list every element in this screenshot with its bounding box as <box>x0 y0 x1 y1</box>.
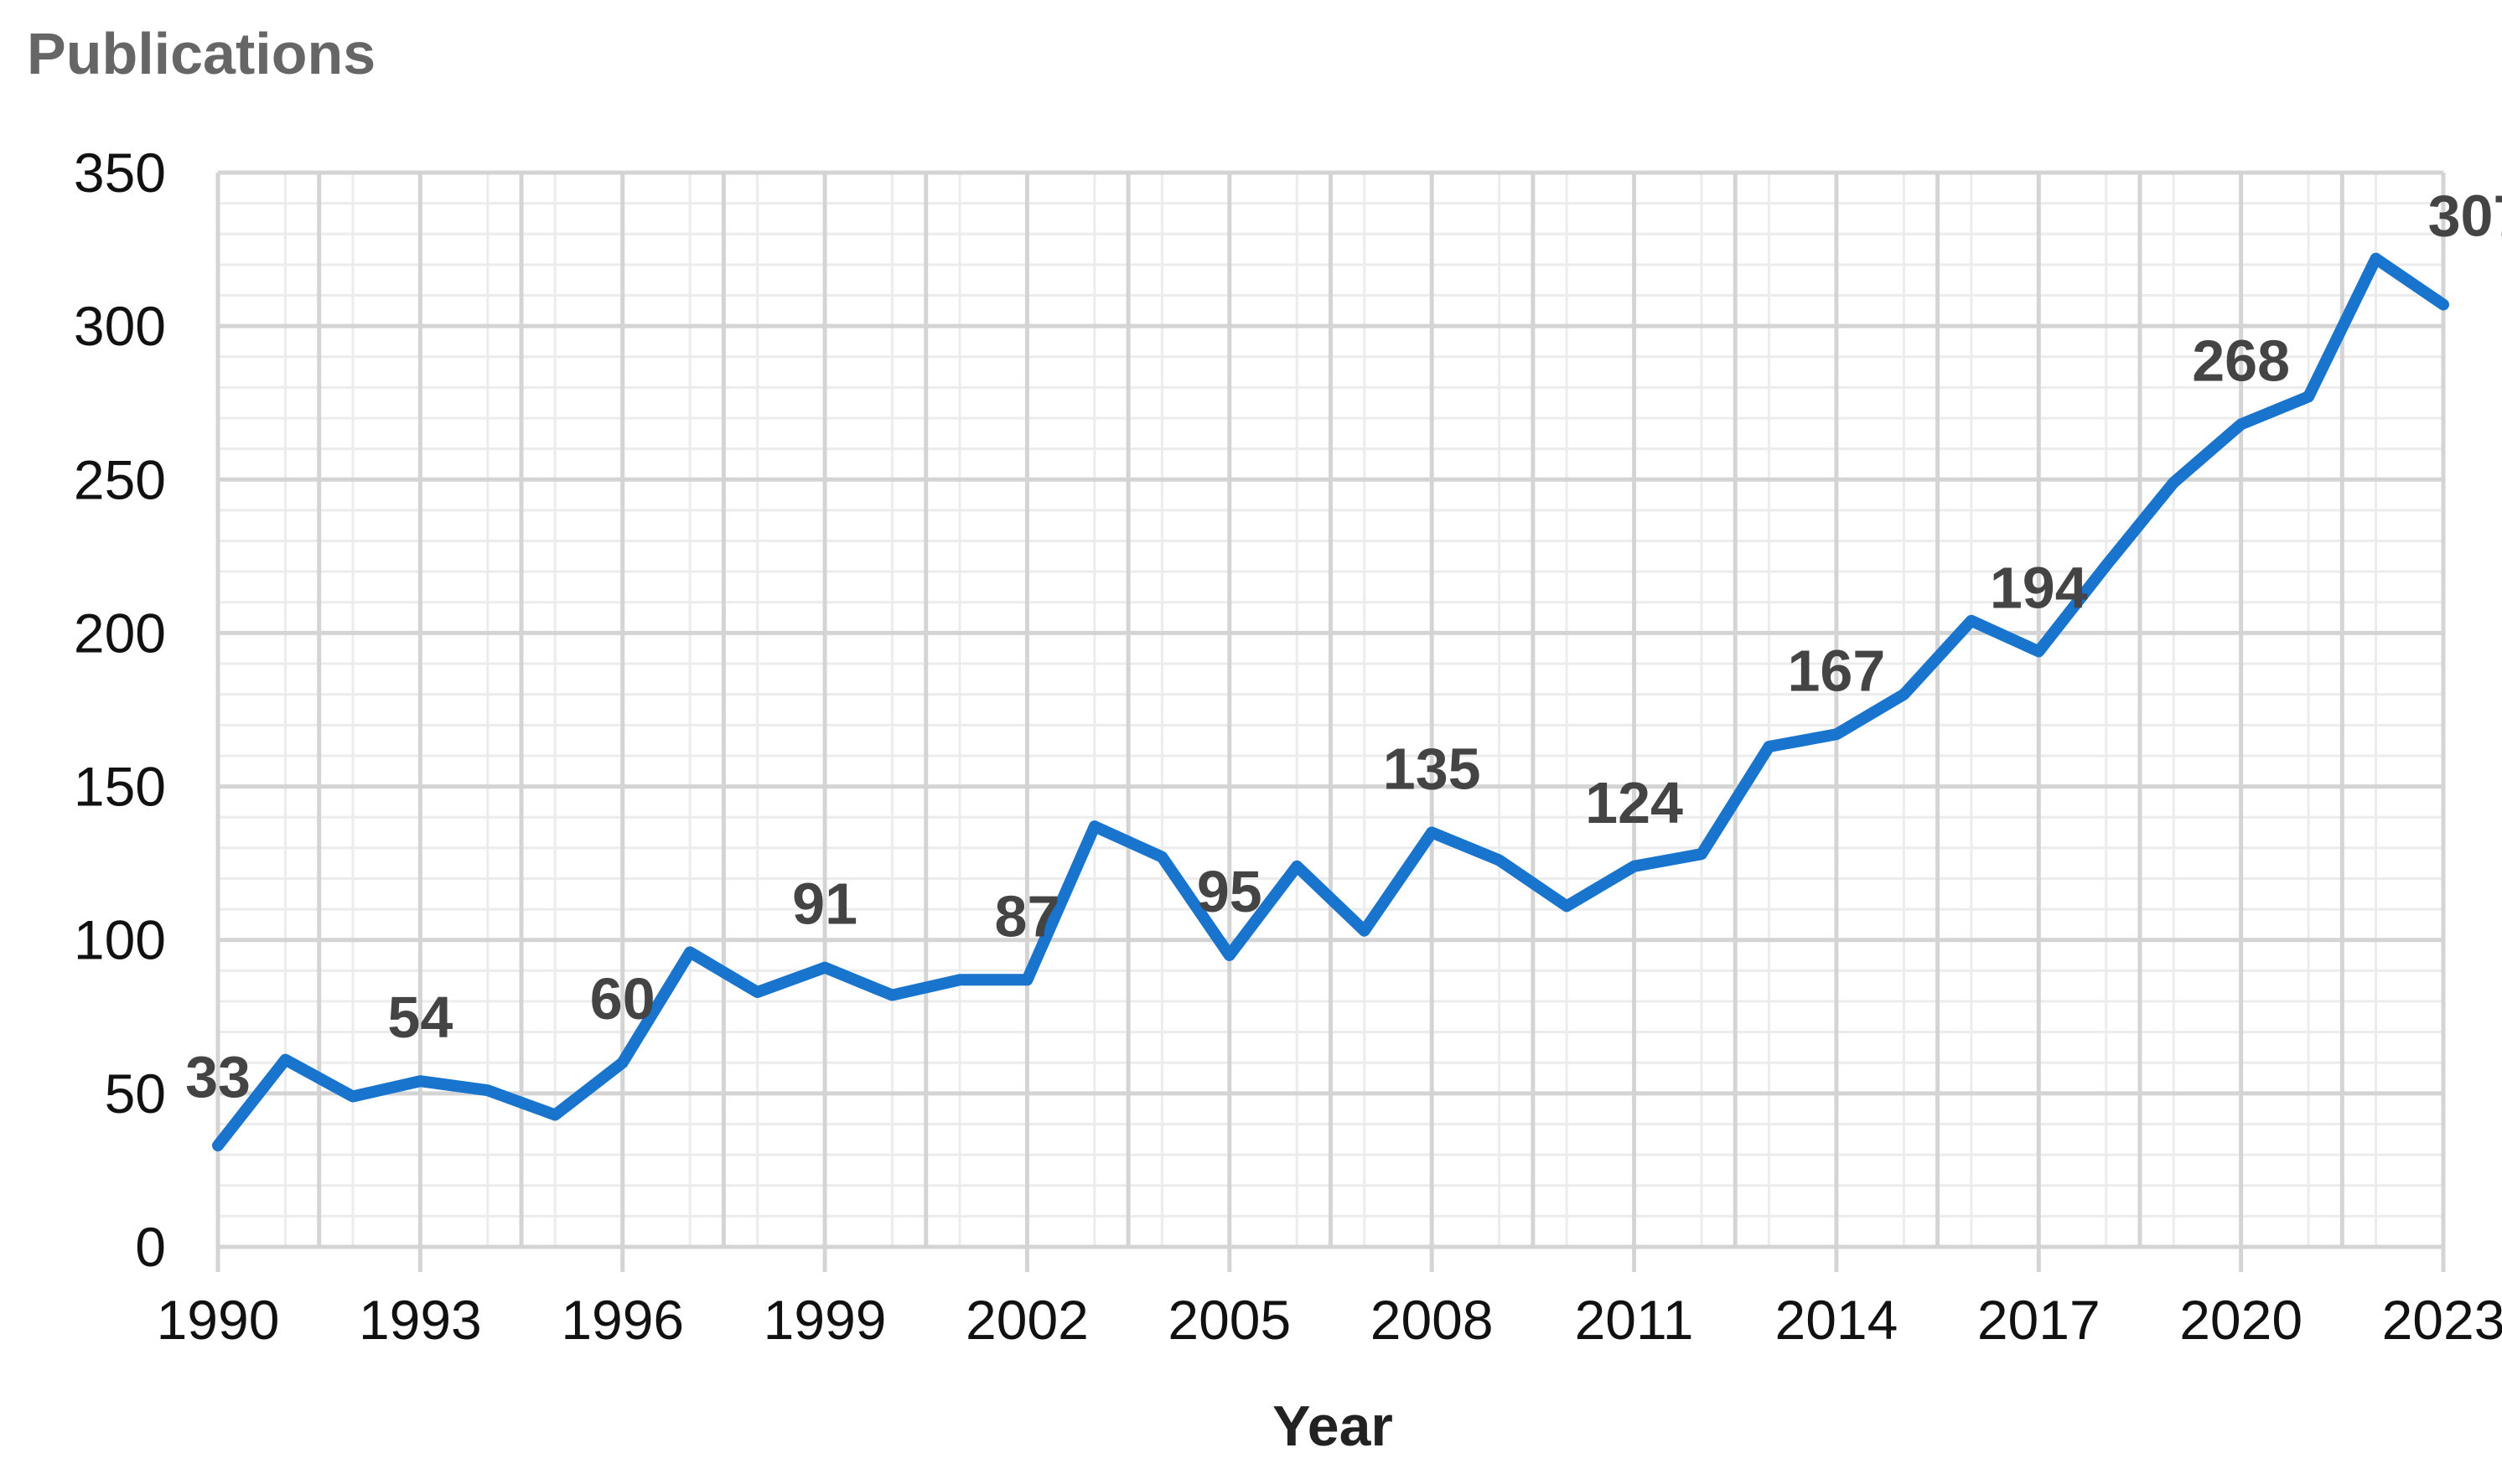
x-tick-label: 2014 <box>1774 1289 1898 1351</box>
x-axis-title: Year <box>1272 1394 1393 1458</box>
y-tick-label: 0 <box>135 1216 166 1278</box>
y-tick-label: 250 <box>74 448 166 510</box>
x-tick-label: 2020 <box>2179 1289 2303 1351</box>
x-tick-label: 2011 <box>1575 1289 1694 1351</box>
x-tick-labels: 1990 1993 1996 1999 2002 2005 2008 2011 2014 2017… <box>157 1289 2502 1351</box>
data-label: 60 <box>590 966 655 1032</box>
y-tick-label: 200 <box>74 602 166 664</box>
y-tick-label: 350 <box>74 142 166 204</box>
data-label: 167 <box>1788 638 1886 703</box>
data-label: 33 <box>185 1044 251 1109</box>
y-tick-label: 100 <box>74 909 166 971</box>
data-label: 268 <box>2192 328 2290 393</box>
x-tick-label: 1999 <box>764 1289 887 1351</box>
data-label: 135 <box>1383 737 1481 802</box>
x-tick-label: 2002 <box>966 1289 1089 1351</box>
data-label: 194 <box>1990 555 2088 620</box>
data-label: 91 <box>792 871 857 937</box>
major-gridlines <box>215 170 2446 1272</box>
y-tick-labels: 0 50 100 150 200 250 300 350 <box>74 142 166 1278</box>
x-tick-label: 2005 <box>1168 1289 1291 1351</box>
data-label: 124 <box>1585 770 1683 835</box>
y-tick-label: 50 <box>105 1063 166 1125</box>
data-labels: 33 54 60 91 87 95 135 124 167 194 268 307 <box>185 184 2502 1110</box>
series-group <box>212 252 2449 1152</box>
data-label: 95 <box>1197 859 1262 924</box>
data-label: 307 <box>2428 184 2502 249</box>
x-tick-label: 2017 <box>1977 1289 2101 1351</box>
y-axis-title: Publications <box>27 21 376 86</box>
data-label: 54 <box>387 985 453 1050</box>
y-tick-label: 300 <box>74 295 166 357</box>
x-tick-label: 1996 <box>561 1289 684 1351</box>
y-tick-label: 150 <box>74 756 166 818</box>
x-tick-label: 2023 <box>2382 1289 2502 1351</box>
data-label: 87 <box>995 883 1060 949</box>
series-line <box>212 252 2449 1152</box>
x-tick-label: 2008 <box>1370 1289 1494 1351</box>
x-tick-label: 1993 <box>359 1289 482 1351</box>
x-tick-label: 1990 <box>157 1289 280 1351</box>
